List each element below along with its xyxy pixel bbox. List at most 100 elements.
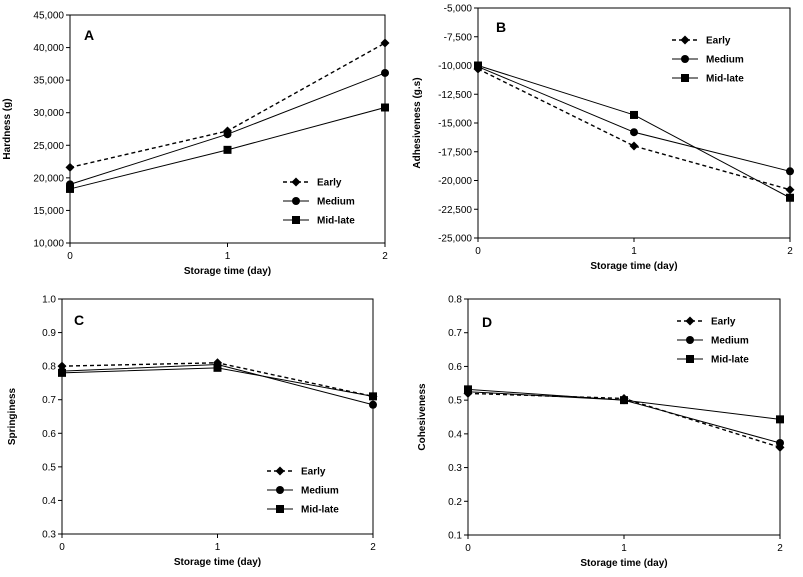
y-tick-label: 0.8 <box>42 362 56 373</box>
x-axis-title: Storage time (day) <box>184 266 271 277</box>
x-tick-label: 1 <box>631 246 637 257</box>
y-tick-label: 40,000 <box>33 43 64 54</box>
legend-marker-square <box>276 505 284 513</box>
y-tick-label: 0.6 <box>42 429 56 440</box>
plot-frame <box>477 7 791 239</box>
x-tick-label: 2 <box>370 542 376 553</box>
x-axis-title: Storage time (day) <box>590 261 677 272</box>
y-axis-title: Springiness <box>7 387 18 445</box>
y-tick-label: -17,500 <box>438 147 472 158</box>
series-mid-late <box>474 61 794 202</box>
y-tick-label: 0.4 <box>448 429 462 440</box>
data-point-square <box>223 145 232 154</box>
legend-label: Mid-late <box>706 74 744 85</box>
y-tick-label: 0.3 <box>448 463 462 474</box>
y-tick-label: 1.0 <box>42 295 56 306</box>
data-point-circle <box>381 68 389 77</box>
plot-frame <box>61 298 374 535</box>
panel-label: C <box>74 312 84 328</box>
y-tick-label: 35,000 <box>33 76 64 87</box>
series-mid-late <box>464 385 784 424</box>
legend-marker-circle <box>681 55 689 63</box>
y-axis-title: Hardness (g) <box>2 98 13 159</box>
data-point-circle <box>630 128 638 137</box>
legend-marker-circle <box>276 486 284 494</box>
legend-marker-circle <box>292 197 300 205</box>
y-tick-label: 0.7 <box>448 328 462 339</box>
data-point-square <box>369 392 377 401</box>
data-point-square <box>58 368 66 377</box>
x-tick-label: 2 <box>382 251 388 262</box>
legend-marker-diamond <box>275 466 285 476</box>
data-point-square <box>474 61 482 70</box>
data-point-square <box>381 103 389 112</box>
y-tick-label: -10,000 <box>438 61 472 72</box>
x-tick-label: 0 <box>59 542 65 553</box>
series-line <box>61 367 374 397</box>
y-tick-label: 30,000 <box>33 108 64 119</box>
series-mid-late <box>58 363 377 401</box>
legend-label: Early <box>301 467 326 478</box>
x-tick-label: 0 <box>67 251 73 262</box>
x-axis-title: Storage time (day) <box>174 557 261 568</box>
legend: Early Medium Mid-late <box>677 316 749 366</box>
y-tick-label: -5,000 <box>444 4 473 15</box>
series-line <box>477 68 791 191</box>
y-tick-label: -12,500 <box>438 90 472 101</box>
y-tick-label: -22,500 <box>438 205 472 216</box>
y-tick-label: 0.3 <box>42 530 56 541</box>
data-point-square <box>776 415 784 424</box>
y-tick-label: 0.9 <box>42 328 56 339</box>
y-tick-label: -20,000 <box>438 176 472 187</box>
legend: Early Medium Mid-late <box>267 466 339 516</box>
data-point-square <box>66 184 74 193</box>
series-mid-late <box>66 103 389 193</box>
x-axis-title: Storage time (day) <box>580 558 667 569</box>
data-point-circle <box>223 130 232 139</box>
legend-label: Mid-late <box>317 216 355 227</box>
data-point-diamond <box>380 38 390 48</box>
data-point-square <box>213 363 222 372</box>
legend: Early Medium Mid-late <box>672 35 744 85</box>
legend-label: Medium <box>301 486 339 497</box>
plot-frame <box>467 298 781 536</box>
y-tick-label: 0.2 <box>448 497 462 508</box>
y-tick-label: 0.7 <box>42 395 56 406</box>
y-tick-label: 0.6 <box>448 362 462 373</box>
legend-label: Mid-late <box>711 355 749 366</box>
chart-panel-b: -5,000 -7,500 -10,000 -12,500 -15,000 -17,500… <box>412 4 795 272</box>
y-axis-title: Adhesiveness (g.s) <box>412 77 423 168</box>
x-tick-label: 0 <box>465 543 471 554</box>
data-point-diamond <box>65 162 75 172</box>
chart-panel-c: 1.0 0.9 0.8 0.7 0.6 0.5 0.4 0.30 1 2 Storage time … <box>7 295 378 568</box>
legend-label: Mid-late <box>301 505 339 516</box>
data-point-square <box>620 396 628 405</box>
x-tick-label: 2 <box>777 543 783 554</box>
y-tick-label: -7,500 <box>444 32 473 43</box>
legend-label: Early <box>706 36 731 47</box>
x-tick-label: 1 <box>215 542 221 553</box>
y-tick-label: 10,000 <box>33 239 64 250</box>
legend-marker-diamond <box>685 316 695 326</box>
x-tick-label: 2 <box>787 246 793 257</box>
data-point-diamond <box>785 185 795 195</box>
panel-label: A <box>84 27 94 43</box>
y-tick-label: 0.8 <box>448 295 462 306</box>
legend-label: Medium <box>706 55 744 66</box>
legend-marker-square <box>681 74 689 82</box>
y-tick-label: 0.5 <box>42 462 56 473</box>
legend-marker-square <box>292 216 300 224</box>
data-point-square <box>630 110 638 119</box>
y-tick-label: 0.1 <box>448 531 462 542</box>
chart-panel-d: 0.8 0.7 0.6 0.5 0.4 0.3 0.2 0.10 1 2 Storage time … <box>417 295 785 569</box>
x-tick-label: 1 <box>225 251 231 262</box>
legend-label: Medium <box>711 336 749 347</box>
data-point-circle <box>369 400 377 409</box>
data-point-circle <box>786 167 794 176</box>
legend-label: Early <box>711 317 736 328</box>
x-tick-label: 1 <box>621 543 627 554</box>
y-tick-label: 15,000 <box>33 206 64 217</box>
y-tick-label: 45,000 <box>33 11 64 22</box>
x-tick-label: 0 <box>475 246 481 257</box>
